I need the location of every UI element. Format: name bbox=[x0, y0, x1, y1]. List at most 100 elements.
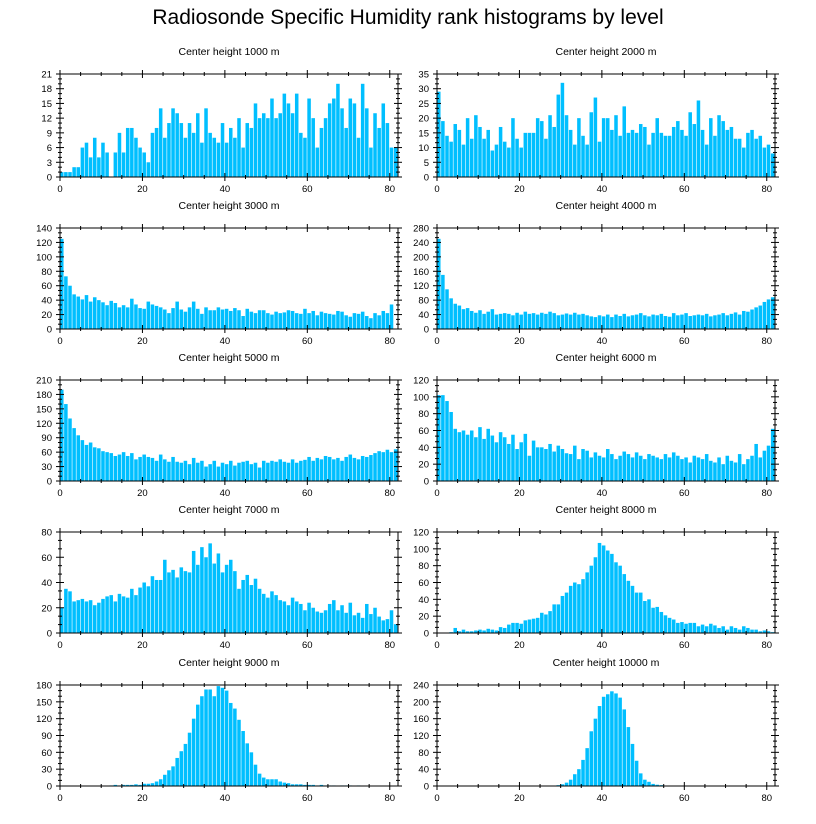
histogram-bar bbox=[692, 124, 697, 177]
histogram-bar bbox=[622, 451, 627, 481]
histogram-bar bbox=[134, 595, 138, 633]
histogram-bar bbox=[167, 461, 171, 481]
histogram-bar bbox=[469, 430, 474, 481]
histogram-bar bbox=[700, 459, 705, 481]
histogram-bar bbox=[630, 315, 635, 329]
histogram-bar bbox=[478, 427, 482, 481]
histogram-bar bbox=[204, 466, 208, 481]
histogram-bar bbox=[643, 779, 647, 786]
histogram-bar bbox=[671, 619, 676, 633]
histogram-bar bbox=[179, 462, 184, 481]
histogram-bar bbox=[183, 743, 188, 786]
histogram-bar bbox=[303, 459, 307, 481]
histogram-bar bbox=[564, 592, 569, 633]
histogram-bar bbox=[663, 135, 668, 177]
histogram-bar bbox=[60, 389, 64, 481]
histogram-bar bbox=[84, 295, 89, 329]
histogram-bar bbox=[286, 462, 291, 481]
histogram-bar bbox=[282, 601, 287, 633]
y-tick-label: 40 bbox=[418, 443, 429, 454]
y-tick-label: 100 bbox=[413, 392, 429, 403]
panel-7: Center height 7000 m 0 20 40 60 80 0 20 40 60 80 bbox=[41, 504, 402, 651]
histogram-bar bbox=[261, 113, 266, 177]
histogram-bar bbox=[535, 447, 540, 481]
histogram-bar bbox=[441, 274, 445, 329]
histogram-bar bbox=[474, 312, 478, 329]
histogram-bar bbox=[175, 757, 179, 786]
histogram-bar bbox=[758, 135, 763, 177]
histogram-bar bbox=[478, 126, 482, 177]
histogram-bar bbox=[253, 764, 258, 786]
histogram-bar bbox=[544, 614, 548, 633]
histogram-bar bbox=[704, 626, 709, 633]
y-tick-label: 21 bbox=[41, 70, 52, 81]
y-tick-label: 0 bbox=[424, 477, 429, 488]
histogram-bar bbox=[754, 138, 758, 177]
y-tick-label: 40 bbox=[418, 310, 429, 321]
histogram-bar bbox=[270, 591, 274, 633]
histogram-bar bbox=[770, 428, 775, 481]
histogram-bar bbox=[737, 314, 742, 329]
histogram-bar bbox=[134, 784, 138, 786]
histogram-bar bbox=[381, 452, 386, 481]
histogram-bar bbox=[626, 316, 631, 329]
histogram-bar bbox=[713, 625, 717, 633]
histogram-bar bbox=[121, 152, 126, 177]
histogram-bar bbox=[348, 602, 353, 633]
histogram-bar bbox=[163, 774, 167, 786]
y-tick-label: 180 bbox=[36, 681, 52, 692]
x-tick-label: 80 bbox=[761, 336, 772, 347]
histogram-bar bbox=[97, 448, 101, 481]
histogram-bar bbox=[208, 464, 212, 481]
histogram-bar bbox=[676, 622, 680, 633]
histogram-bar bbox=[187, 572, 192, 633]
histogram-bar bbox=[76, 600, 81, 633]
histogram-bar bbox=[606, 550, 610, 633]
histogram-bar bbox=[618, 455, 622, 481]
histogram-bar bbox=[474, 630, 478, 633]
histogram-bar bbox=[762, 147, 767, 177]
histogram-bar bbox=[92, 605, 97, 633]
histogram-bar bbox=[688, 112, 692, 177]
histogram-bar bbox=[709, 316, 713, 329]
histogram-bar bbox=[142, 582, 146, 633]
histogram-bar bbox=[307, 456, 311, 481]
histogram-bar bbox=[465, 118, 470, 177]
histogram-bar bbox=[323, 610, 328, 633]
histogram-bar bbox=[175, 461, 179, 481]
histogram-bar bbox=[556, 445, 561, 481]
y-tick-label: 80 bbox=[41, 267, 52, 278]
histogram-bar bbox=[187, 732, 192, 786]
histogram-bar bbox=[266, 313, 270, 329]
histogram-bar bbox=[224, 142, 229, 177]
histogram-bar bbox=[573, 312, 577, 329]
histogram-bar bbox=[163, 309, 167, 329]
histogram-bar bbox=[523, 132, 528, 177]
histogram-bar bbox=[507, 147, 511, 177]
histogram-bar bbox=[196, 308, 200, 329]
histogram-bar bbox=[233, 308, 237, 329]
x-tick-label: 0 bbox=[434, 640, 439, 651]
y-tick-label: 60 bbox=[41, 553, 52, 564]
histogram-bar bbox=[216, 466, 221, 481]
histogram-bar bbox=[389, 610, 394, 633]
histogram-bar bbox=[344, 315, 348, 329]
histogram-bar bbox=[352, 313, 357, 329]
histogram-bar bbox=[453, 124, 458, 177]
histogram-bar bbox=[490, 309, 495, 329]
histogram-bar bbox=[200, 460, 204, 481]
histogram-bar bbox=[688, 462, 692, 481]
histogram-bar bbox=[274, 461, 278, 481]
histogram-bar bbox=[560, 314, 565, 329]
y-tick-label: 6 bbox=[47, 143, 52, 154]
y-tick-label: 20 bbox=[41, 603, 52, 614]
histogram-bar bbox=[453, 303, 458, 329]
x-tick-label: 60 bbox=[679, 793, 690, 804]
histogram-bar bbox=[125, 597, 130, 633]
histogram-bar bbox=[150, 304, 155, 329]
histogram-bar bbox=[175, 301, 179, 329]
histogram-bar bbox=[220, 309, 225, 329]
histogram-bar bbox=[717, 115, 721, 177]
histogram-bar bbox=[130, 298, 134, 329]
histogram-bar bbox=[204, 689, 208, 786]
